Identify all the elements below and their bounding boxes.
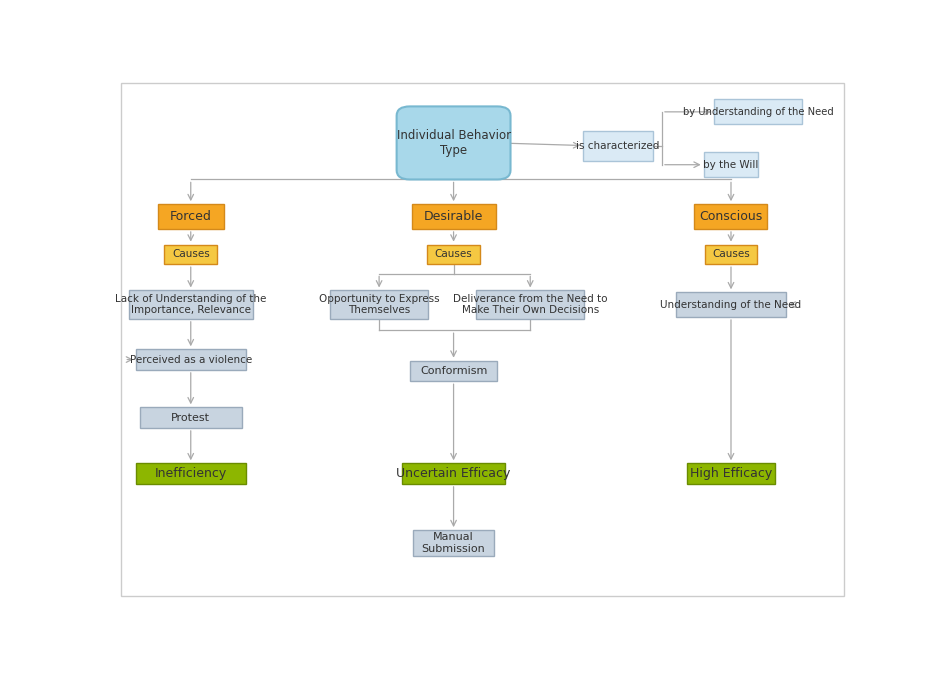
FancyBboxPatch shape bbox=[136, 349, 246, 370]
Text: Forced: Forced bbox=[170, 210, 212, 223]
FancyBboxPatch shape bbox=[414, 530, 494, 556]
Text: Causes: Causes bbox=[171, 250, 210, 259]
Text: High Efficacy: High Efficacy bbox=[690, 467, 772, 480]
Text: Individual Behavior
Type: Individual Behavior Type bbox=[397, 129, 511, 157]
Text: Conscious: Conscious bbox=[699, 210, 763, 223]
Text: Protest: Protest bbox=[171, 413, 210, 423]
FancyBboxPatch shape bbox=[583, 131, 653, 161]
FancyBboxPatch shape bbox=[158, 204, 223, 229]
FancyBboxPatch shape bbox=[136, 463, 246, 484]
FancyBboxPatch shape bbox=[402, 463, 505, 484]
FancyBboxPatch shape bbox=[139, 407, 242, 428]
FancyBboxPatch shape bbox=[688, 463, 774, 484]
Text: Causes: Causes bbox=[712, 250, 750, 259]
FancyBboxPatch shape bbox=[714, 100, 802, 125]
FancyBboxPatch shape bbox=[676, 292, 786, 317]
FancyBboxPatch shape bbox=[477, 290, 584, 319]
Text: Conformism: Conformism bbox=[420, 366, 487, 376]
Text: Opportunity to Express
Themselves: Opportunity to Express Themselves bbox=[318, 294, 439, 316]
Text: by the Will: by the Will bbox=[704, 160, 758, 170]
Text: is characterized: is characterized bbox=[577, 141, 659, 151]
FancyBboxPatch shape bbox=[410, 361, 497, 382]
FancyBboxPatch shape bbox=[694, 204, 768, 229]
FancyBboxPatch shape bbox=[428, 244, 479, 264]
Text: Desirable: Desirable bbox=[424, 210, 483, 223]
Text: Understanding of the Need: Understanding of the Need bbox=[660, 299, 802, 310]
FancyBboxPatch shape bbox=[330, 290, 429, 319]
FancyBboxPatch shape bbox=[397, 106, 511, 180]
Text: Manual
Submission: Manual Submission bbox=[422, 532, 485, 554]
FancyBboxPatch shape bbox=[412, 204, 495, 229]
Text: Uncertain Efficacy: Uncertain Efficacy bbox=[397, 467, 511, 480]
Text: Causes: Causes bbox=[434, 250, 473, 259]
Text: Inefficiency: Inefficiency bbox=[154, 467, 227, 480]
FancyBboxPatch shape bbox=[165, 244, 217, 264]
Text: Perceived as a violence: Perceived as a violence bbox=[130, 355, 252, 365]
Text: Lack of Understanding of the
Importance, Relevance: Lack of Understanding of the Importance,… bbox=[115, 294, 267, 316]
FancyBboxPatch shape bbox=[704, 152, 758, 177]
FancyBboxPatch shape bbox=[129, 290, 252, 319]
Text: by Understanding of the Need: by Understanding of the Need bbox=[683, 107, 834, 117]
FancyBboxPatch shape bbox=[705, 244, 757, 264]
Text: Deliverance from the Need to
Make Their Own Decisions: Deliverance from the Need to Make Their … bbox=[453, 294, 608, 316]
